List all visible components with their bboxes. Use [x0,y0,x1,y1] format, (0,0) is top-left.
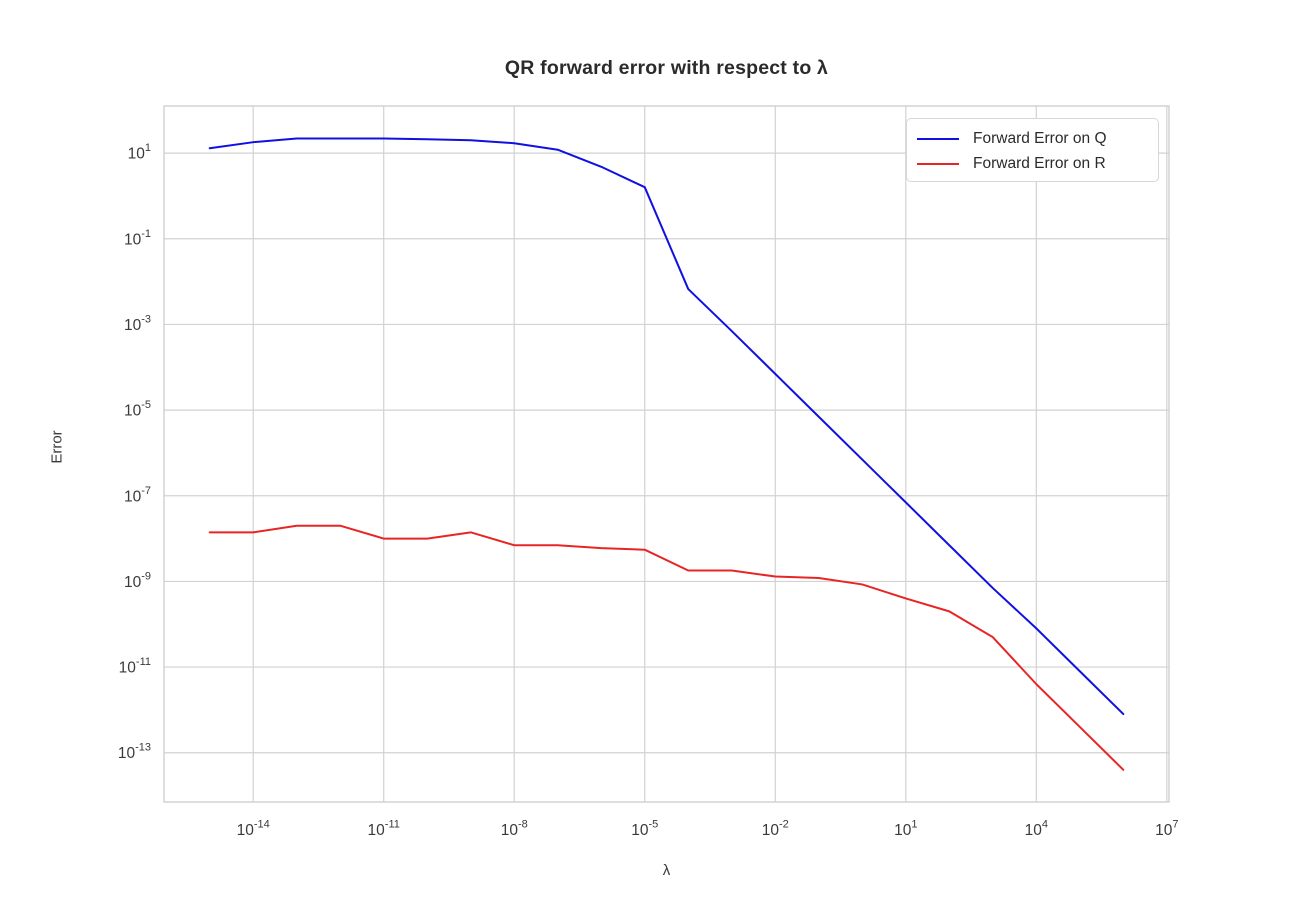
y-tick-label: 101 [128,142,151,163]
x-tick-label: 104 [1025,819,1048,840]
x-tick-label: 101 [894,819,917,840]
chart-title: QR forward error with respect to λ [504,57,829,79]
y-tick-label: 10-1 [124,228,151,249]
y-tick-label: 10-11 [119,656,151,677]
legend-label-q: Forward Error on Q [973,129,1107,147]
y-axis-label: Error [48,430,66,464]
x-tick-label: 10-11 [368,819,400,840]
y-tick-label: 10-3 [124,313,151,334]
x-tick-label: 10-2 [762,819,789,840]
legend: Forward Error on Q Forward Error on R [906,118,1159,182]
legend-item-forward-error-q: Forward Error on Q [917,126,1148,151]
legend-label-r: Forward Error on R [973,154,1106,172]
x-tick-label: 10-5 [631,819,658,840]
x-tick-label: 10-8 [501,819,528,840]
legend-line-q-icon [917,137,959,140]
y-tick-label: 10-7 [124,485,151,506]
y-tick-label: 10-13 [118,742,151,763]
legend-item-forward-error-r: Forward Error on R [917,151,1148,176]
plot-border [163,105,1170,803]
x-tick-label: 107 [1155,819,1178,840]
x-tick-label: 10-14 [237,819,270,840]
legend-line-r-icon [917,162,959,165]
x-axis-label: λ [662,862,671,879]
series-line-forward-error-on-r [208,524,1125,771]
y-tick-label: 10-5 [124,399,151,420]
series-line-forward-error-on-q [208,137,1125,716]
y-tick-label: 10-9 [124,570,151,591]
